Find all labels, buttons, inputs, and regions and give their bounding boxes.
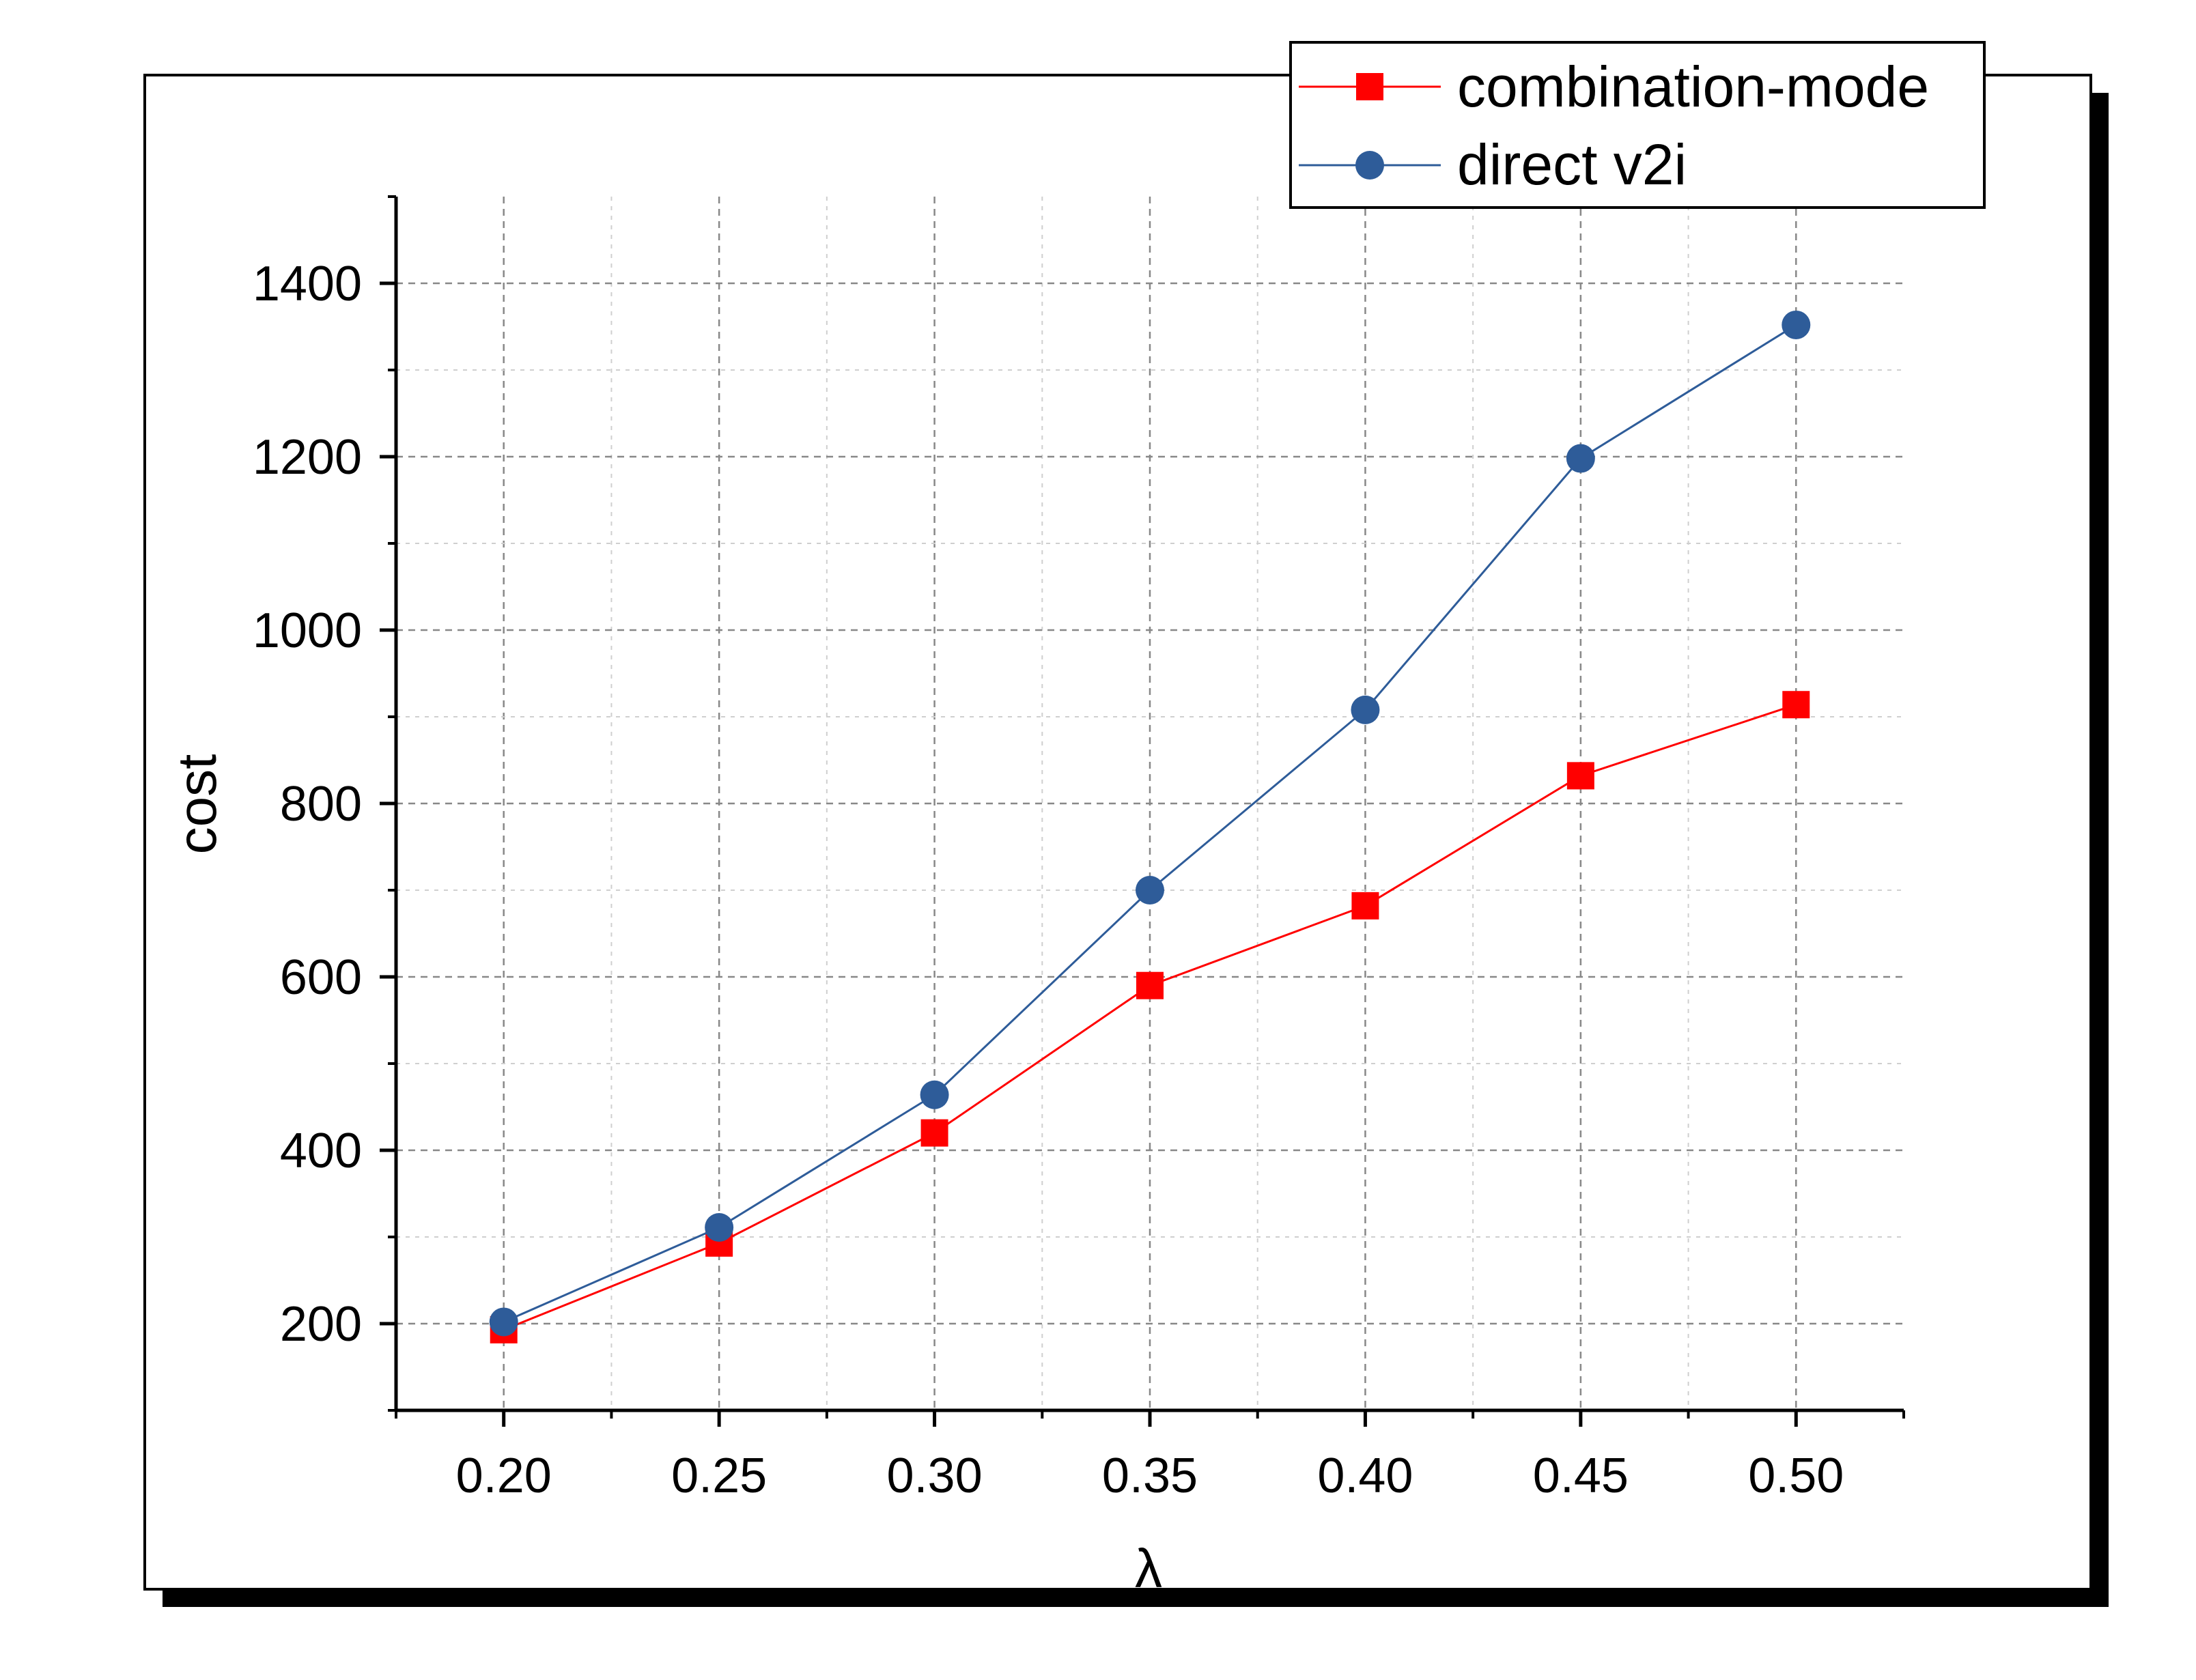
- x-tick-label-2: 0.30: [887, 1449, 983, 1503]
- x-tick-label-4: 0.40: [1317, 1449, 1413, 1503]
- x-tick-label-1: 0.25: [671, 1449, 767, 1503]
- point-combination-mode-2: [920, 1119, 948, 1147]
- x-axis-title: λ: [1135, 1538, 1162, 1599]
- point-combination-mode-6: [1782, 691, 1810, 719]
- legend-marker-direct-v2i: [1355, 151, 1384, 180]
- point-direct-v2i-3: [1136, 876, 1164, 905]
- y-tick-label-5: 1200: [253, 430, 362, 485]
- x-tick-label-3: 0.35: [1102, 1449, 1198, 1503]
- y-tick-label-6: 1400: [253, 257, 362, 311]
- x-tick-label-6: 0.50: [1748, 1449, 1844, 1503]
- x-tick-label-0: 0.20: [456, 1449, 552, 1503]
- legend-label-combination-mode: combination-mode: [1457, 55, 1929, 119]
- series-layer: [489, 310, 1811, 1343]
- y-tick-label-1: 400: [280, 1124, 362, 1178]
- legend-marker-combination-mode: [1356, 73, 1383, 100]
- legend-box: [1289, 41, 1986, 209]
- y-tick-label-4: 1000: [253, 603, 362, 658]
- point-combination-mode-5: [1566, 762, 1594, 790]
- tick-labels: 0.20 0.25 0.30 0.35 0.40 0.45 0.50 200 400 600 800…: [253, 257, 1844, 1503]
- point-direct-v2i-5: [1566, 444, 1595, 473]
- x-tick-label-5: 0.45: [1533, 1449, 1629, 1503]
- point-combination-mode-3: [1136, 971, 1164, 999]
- y-tick-label-0: 200: [280, 1297, 362, 1352]
- point-direct-v2i-1: [705, 1213, 734, 1242]
- point-direct-v2i-0: [489, 1307, 518, 1337]
- point-combination-mode-4: [1351, 892, 1379, 920]
- axes: [380, 195, 1905, 1427]
- point-direct-v2i-2: [920, 1080, 949, 1109]
- y-tick-label-3: 800: [280, 777, 362, 831]
- point-direct-v2i-4: [1351, 695, 1380, 724]
- legend-label-direct-v2i: direct v2i: [1457, 132, 1687, 197]
- frame: [143, 74, 2092, 1591]
- legend: combination-mode direct v2i: [1289, 41, 1986, 209]
- y-axis-title: cost: [167, 754, 227, 855]
- y-tick-label-2: 600: [280, 950, 362, 1005]
- point-direct-v2i-6: [1782, 310, 1811, 339]
